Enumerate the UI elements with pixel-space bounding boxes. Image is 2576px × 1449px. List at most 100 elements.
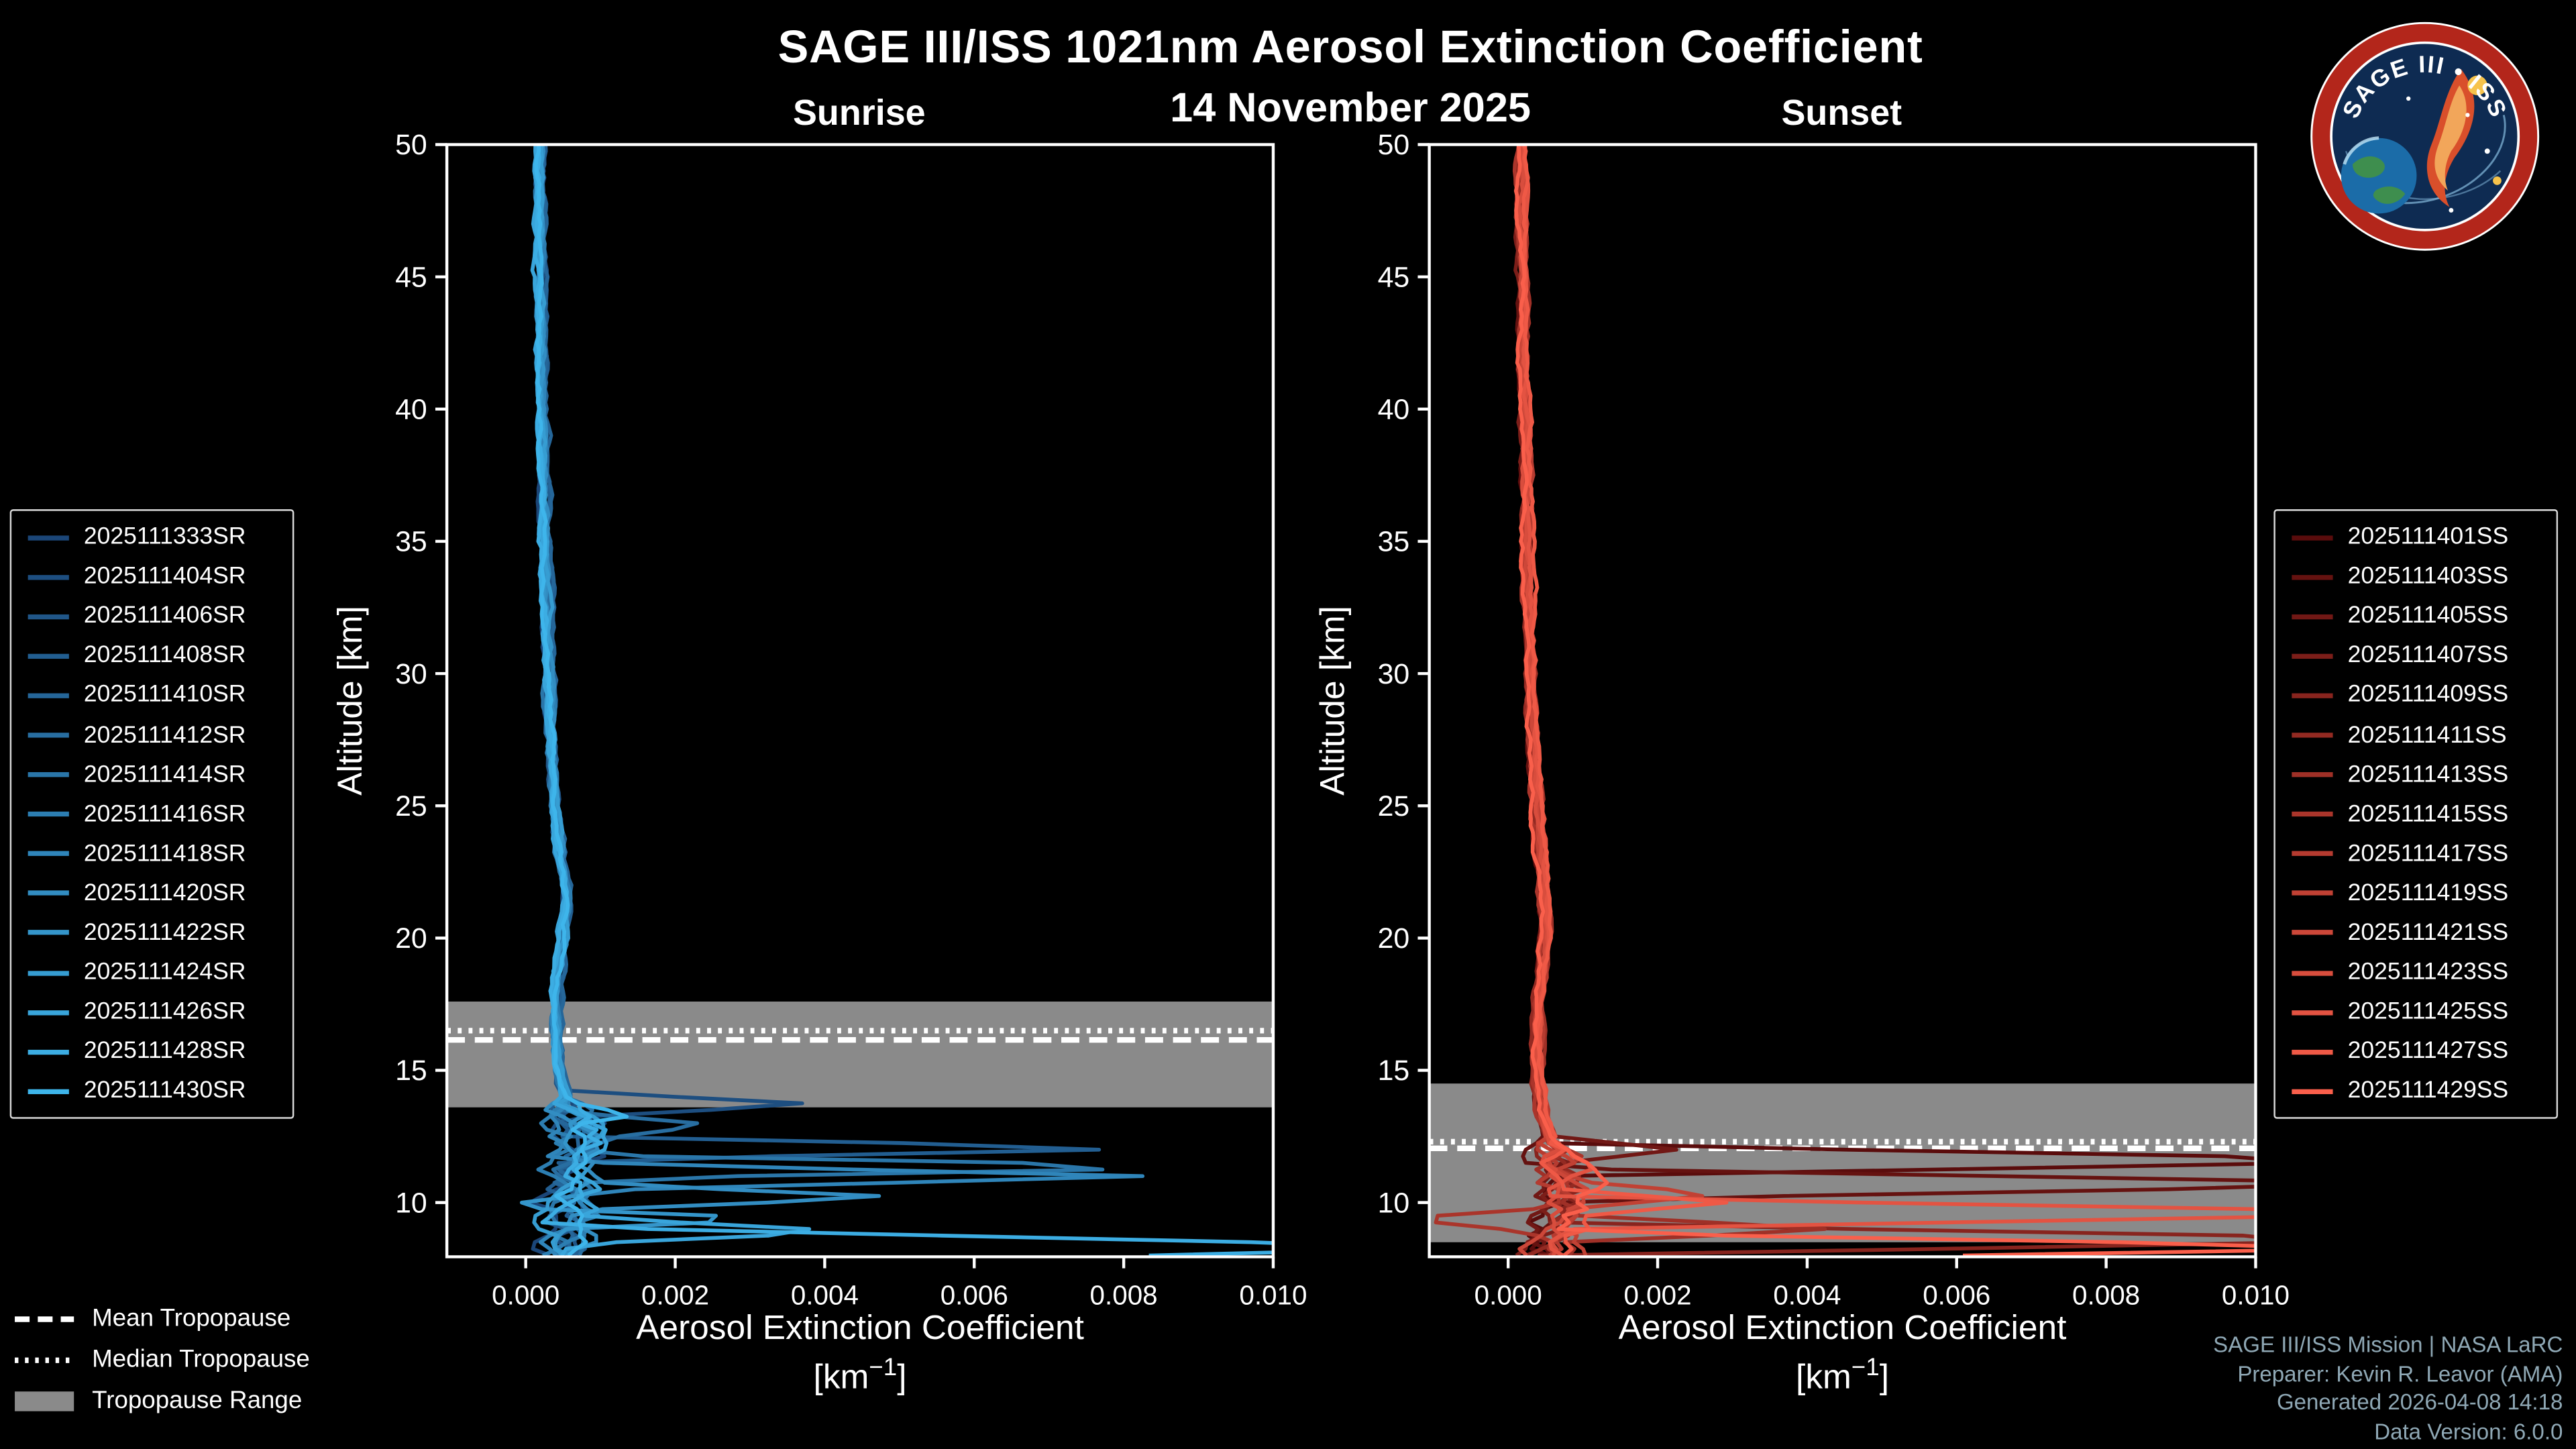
legend-label: 2025111412SR (83, 722, 246, 749)
sun-figure-highlight (2434, 85, 2467, 191)
x-tick-label: 0.008 (1090, 1279, 1158, 1310)
plot-frame (445, 143, 1275, 1258)
legend-label: 2025111420SR (83, 880, 246, 907)
legend-line-swatch (28, 653, 69, 659)
legend-item: 2025111427SS (2275, 1032, 2557, 1071)
legend-line-swatch (28, 1049, 69, 1055)
dotted-line-swatch (15, 1356, 74, 1362)
y-tick-label: 30 (1378, 658, 1410, 690)
legend-item: 2025111410SR (11, 676, 292, 715)
legend-item: 2025111429SS (2275, 1072, 2557, 1112)
legend-label: 2025111415SS (2347, 801, 2509, 828)
legend-line-swatch (2292, 930, 2333, 936)
y-tick-label: 45 (395, 261, 427, 293)
y-tick-label: 40 (395, 393, 427, 425)
y-tick-label: 10 (1378, 1187, 1410, 1219)
legend-line-swatch (2292, 535, 2333, 540)
legend-line-swatch (28, 851, 69, 857)
legend-label: 2025111411SS (2347, 722, 2507, 749)
legend-item: 2025111424SR (11, 953, 292, 992)
y-tick-label: 35 (1378, 526, 1410, 558)
legend-line-swatch (28, 772, 69, 777)
legend-line-swatch (28, 733, 69, 738)
legend-line-swatch (2292, 1049, 2333, 1055)
legend-line-swatch (28, 1089, 69, 1094)
legend-item: 2025111411SS (2275, 715, 2557, 755)
y-tick-label: 45 (1378, 261, 1410, 293)
legend-label: 2025111422SR (83, 920, 246, 947)
legend-label: 2025111424SR (83, 959, 246, 986)
legend-item: 2025111417SS (2275, 834, 2557, 873)
x-tick-label: 0.006 (941, 1279, 1008, 1310)
legend-line-swatch (2292, 1010, 2333, 1015)
legend-line-swatch (2292, 733, 2333, 738)
legend-label: 2025111408SR (83, 643, 246, 669)
legend-label: 2025111410SR (83, 682, 246, 709)
legend-label: 2025111403SS (2347, 564, 2509, 590)
legend-item: 2025111418SR (11, 834, 292, 873)
legend-label: 2025111430SR (83, 1078, 246, 1105)
legend-item: 2025111401SS (2275, 517, 2557, 557)
star-icon (2449, 208, 2454, 213)
attribution-generated: Generated 2026-04-08 14:18 (2276, 1389, 2563, 1415)
legend-label: 2025111405SS (2347, 603, 2509, 630)
sunset-plot: 0.000 0.002 0.004 0.006 0.008 0.010 10 15 20 25 30… (1312, 129, 2290, 1395)
unit-sup: −1 (1851, 1353, 1880, 1381)
star-icon (2465, 113, 2470, 117)
tropopause-legend: Mean Tropopause Median Tropopause Tropop… (13, 1298, 310, 1421)
legend-item-tropopause-range: Tropopause Range (13, 1380, 310, 1421)
legend-label: 2025111425SS (2347, 999, 2509, 1026)
sunrise-plot: 0.000 0.002 0.004 0.006 0.008 0.010 10 15 20 25 30… (330, 129, 1307, 1396)
legend-label: 2025111418SR (83, 841, 246, 867)
y-tick-label: 50 (1378, 129, 1410, 161)
sunset-legend: 2025111401SS 2025111403SS 2025111405SS 2025… (2273, 509, 2559, 1120)
legend-label: 2025111414SR (83, 761, 246, 788)
legend-item: 2025111408SR (11, 636, 292, 676)
legend-label: 2025111423SS (2347, 959, 2509, 986)
series-line-2025111427SS (1521, 144, 1729, 1257)
legend-item: 2025111406SR (11, 596, 292, 636)
y-tick-label: 20 (395, 922, 427, 955)
x-axis-unit: [km−1] (814, 1353, 907, 1396)
legend-line-swatch (28, 693, 69, 698)
unit-pre: [km (814, 1356, 869, 1395)
legend-line-swatch (2292, 812, 2333, 817)
planet-icon (2493, 176, 2502, 185)
x-tick-label: 0.000 (1474, 1279, 1542, 1310)
y-tick-label: 35 (395, 526, 427, 558)
legend-line-swatch (2292, 574, 2333, 580)
legend-item: 2025111419SS (2275, 873, 2557, 913)
legend-line-swatch (28, 970, 69, 975)
sun-icon (2467, 75, 2487, 96)
x-tick-label: 0.006 (1923, 1279, 1990, 1310)
legend-item: 2025111420SR (11, 873, 292, 913)
y-axis-label: Altitude [km] (1312, 606, 1351, 796)
legend-item: 2025111426SR (11, 992, 292, 1032)
earth-land (2373, 186, 2406, 204)
legend-line-swatch (28, 930, 69, 936)
legend-label: 2025111421SS (2347, 920, 2509, 947)
earth-atmosphere (2343, 136, 2379, 165)
legend-label: 2025111404SR (83, 564, 246, 590)
legend-label: 2025111428SR (83, 1038, 246, 1065)
legend-item: 2025111412SR (11, 715, 292, 755)
attribution-data-version: Data Version: 6.0.0 (2374, 1418, 2563, 1444)
legend-line-swatch (28, 1010, 69, 1015)
attribution: SAGE III/ISS Mission | NASA LaRC Prepare… (2213, 1331, 2563, 1446)
x-tick-label: 0.004 (1773, 1279, 1841, 1310)
legend-item: 2025111422SR (11, 913, 292, 953)
tropopause-range-label: Tropopause Range (92, 1386, 303, 1415)
sage-iss-logo: SAGE III • ISS (2310, 21, 2540, 251)
figure-title: SAGE III/ISS 1021nm Aerosol Extinction C… (777, 21, 1923, 72)
y-tick-label: 25 (395, 790, 427, 822)
earth-land (2352, 156, 2385, 178)
legend-line-swatch (28, 614, 69, 619)
legend-item: 2025111416SR (11, 794, 292, 834)
legend-label: 2025111333SR (83, 524, 246, 551)
unit-pre: [km (1796, 1356, 1851, 1395)
legend-item: 2025111404SR (11, 557, 292, 596)
plot-background (1429, 144, 2256, 1257)
series-line-2025111429SS (1513, 144, 2256, 1257)
y-axis-label: Altitude [km] (330, 606, 369, 796)
